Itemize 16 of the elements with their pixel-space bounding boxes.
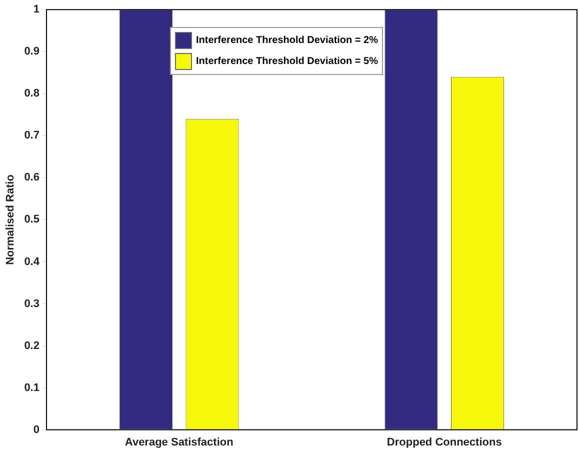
x-tick-label: Average Satisfaction: [124, 436, 234, 448]
y-tick-label: 0.4: [24, 256, 40, 268]
y-tick-label: 1: [33, 4, 40, 16]
y-tick-label: 0.7: [24, 130, 40, 142]
y-tick-label: 0.9: [24, 46, 40, 58]
y-tick-label: 0: [33, 424, 40, 436]
y-tick-label: 0.8: [24, 88, 40, 100]
y-tick-label: 0.5: [24, 214, 40, 226]
legend-label: Interference Threshold Deviation = 5%: [196, 56, 378, 67]
x-tick-label: Dropped Connections: [386, 436, 502, 448]
legend-label: Interference Threshold Deviation = 2%: [196, 35, 378, 46]
y-tick-label: 0.1: [24, 382, 40, 394]
y-axis-title: Normalised Ratio: [4, 174, 17, 265]
y-tick-label: 0.3: [24, 298, 40, 310]
y-tick-label: 0.2: [24, 340, 40, 352]
y-tick-label: 0.6: [24, 172, 40, 184]
